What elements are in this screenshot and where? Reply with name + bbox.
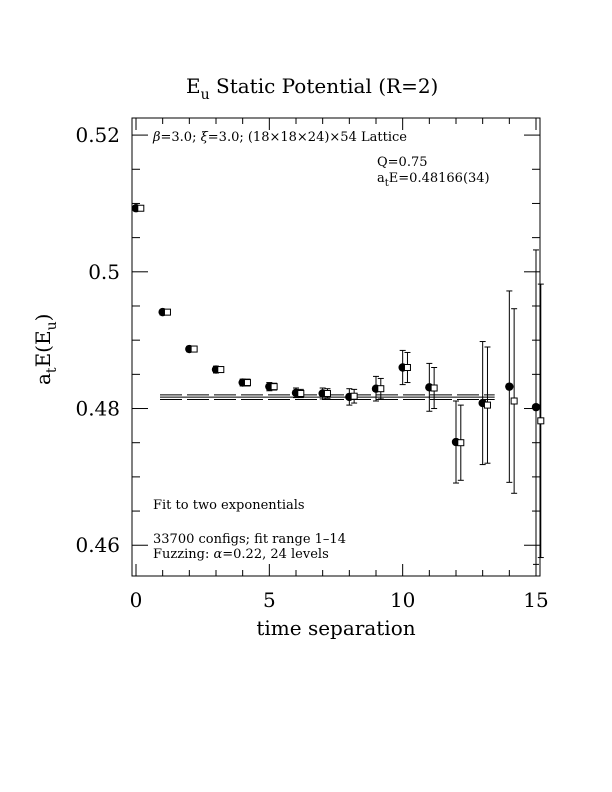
plot-frame	[131, 117, 541, 577]
data-point-square	[430, 384, 438, 392]
data-point-square	[323, 389, 331, 397]
data-point-square	[297, 389, 305, 397]
tick-labels: 0 5 10 15 0.46 0.48 0.5 0.52	[75, 123, 548, 612]
data-point-square	[350, 392, 358, 400]
data-point-square	[163, 308, 171, 316]
data-point-square	[483, 401, 491, 409]
data-series	[131, 204, 545, 565]
x-axis-title: time separation	[256, 616, 415, 640]
x-tick-label: 0	[130, 588, 143, 612]
y-axis-title: atE(Eu)	[31, 314, 60, 385]
y-tick-label: 0.5	[88, 260, 120, 284]
chart-title: Eu Static Potential (R=2)	[186, 74, 438, 103]
data-point-square	[137, 204, 145, 212]
data-point-square	[537, 417, 545, 425]
energy-annotation: atE=0.48166(34)	[377, 171, 490, 189]
y-tick-label: 0.48	[75, 397, 120, 421]
y-tick-label: 0.46	[75, 533, 120, 557]
data-point-square	[217, 366, 225, 374]
y-tick-label: 0.52	[75, 123, 120, 147]
data-point-square	[243, 379, 251, 387]
data-point-square	[510, 397, 518, 405]
fuzzing-note: Fuzzing: α=0.22, 24 levels	[153, 547, 329, 562]
fit-note: Fit to two exponentials	[153, 498, 305, 513]
data-point-circle	[531, 402, 541, 412]
x-tick-label: 10	[390, 588, 415, 612]
data-point-square	[270, 383, 278, 391]
data-point-square	[190, 345, 198, 353]
data-point-square	[377, 385, 385, 393]
lattice-annotation: β=3.0; ξ=3.0; (18×18×24)×54 Lattice	[152, 130, 407, 145]
data-point-square	[403, 364, 411, 372]
data-point-circle	[505, 382, 514, 391]
configs-note: 33700 configs; fit range 1–14	[153, 532, 346, 547]
data-point-square	[457, 439, 465, 447]
q-annotation: Q=0.75	[377, 155, 428, 170]
x-tick-label: 15	[523, 588, 548, 612]
x-tick-label: 5	[263, 588, 276, 612]
